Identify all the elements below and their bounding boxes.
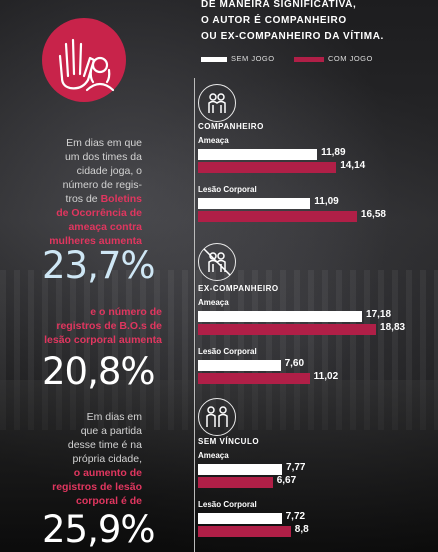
- stat-threat-increase: 23,7%: [42, 244, 156, 287]
- couple-icon: [198, 84, 236, 122]
- subgroup-label: Lesão Corporal: [198, 500, 257, 509]
- bar-sem-jogo: [198, 149, 318, 160]
- legend-swatch-sem-jogo: [201, 57, 227, 62]
- legend-swatch-com-jogo: [294, 57, 324, 62]
- subgroup-label: Ameaça: [198, 451, 229, 460]
- bar-com-jogo: [198, 373, 310, 384]
- bar-value-label: 6,67: [276, 475, 297, 486]
- bar-com-jogo: [198, 211, 357, 222]
- bar-com-jogo: [198, 477, 273, 488]
- bar-value-label: 8,8: [294, 524, 309, 535]
- outro-paragraph: Em dias em que a partida desse time é na…: [18, 410, 142, 508]
- bar-value-label: 17,18: [366, 309, 392, 320]
- chart-header: DE MANEIRA SIGNIFICATIVA, O AUTOR É COMP…: [201, 0, 384, 42]
- bar-sem-jogo: [198, 513, 282, 524]
- bar-com-jogo: [198, 526, 291, 537]
- subgroup-label: Lesão Corporal: [198, 185, 257, 194]
- bar-com-jogo: [198, 324, 377, 335]
- bar-sem-jogo: [198, 311, 363, 322]
- intro-text: Em dias em que um dos times da cidade jo…: [62, 137, 142, 205]
- subgroup-label: Ameaça: [198, 136, 229, 145]
- people-icon: [198, 398, 236, 436]
- group-title: SEM VÍNCULO: [198, 437, 260, 446]
- bar-sem-jogo: [198, 360, 281, 371]
- crossed-couple-icon: [198, 243, 236, 281]
- bar-value-label: 7,77: [286, 462, 306, 473]
- group-title: EX-COMPANHEIRO: [198, 284, 279, 293]
- outro-text: Em dias em que a partida desse time é na…: [67, 411, 142, 465]
- bar-value-label: 11,02: [313, 371, 339, 382]
- legend-label-sem-jogo: SEM JOGO: [231, 54, 275, 63]
- bar-sem-jogo: [198, 464, 283, 475]
- bar-sem-jogo: [198, 198, 311, 209]
- stop-hand-icon: [42, 18, 126, 102]
- subgroup-label: Ameaça: [198, 298, 229, 307]
- group-title: COMPANHEIRO: [198, 122, 264, 131]
- bar-value-label: 18,83: [380, 322, 406, 333]
- legend-label-com-jogo: COM JOGO: [328, 54, 373, 63]
- bar-value-label: 7,72: [285, 511, 306, 522]
- intro-highlight: Boletins de Ocorrência de ameaça contra …: [49, 193, 142, 247]
- stat-home-injury-increase: 25,9%: [42, 508, 156, 551]
- bar-value-label: 11,09: [314, 196, 339, 207]
- bar-value-label: 16,58: [360, 209, 386, 220]
- bar-value-label: 14,14: [340, 160, 366, 171]
- chart-axis-line: [194, 78, 195, 552]
- stat-injury-increase: 20,8%: [42, 350, 156, 393]
- subgroup-label: Lesão Corporal: [198, 347, 257, 356]
- mid-paragraph: e o número de registros de B.O.s de lesã…: [44, 306, 162, 346]
- bar-com-jogo: [198, 162, 337, 173]
- bar-value-label: 11,89: [321, 147, 346, 158]
- intro-paragraph: Em dias em que um dos times da cidade jo…: [18, 136, 142, 248]
- bar-value-label: 7,60: [284, 358, 305, 369]
- outro-highlight: o aumento de registros de lesão corporal…: [52, 467, 142, 507]
